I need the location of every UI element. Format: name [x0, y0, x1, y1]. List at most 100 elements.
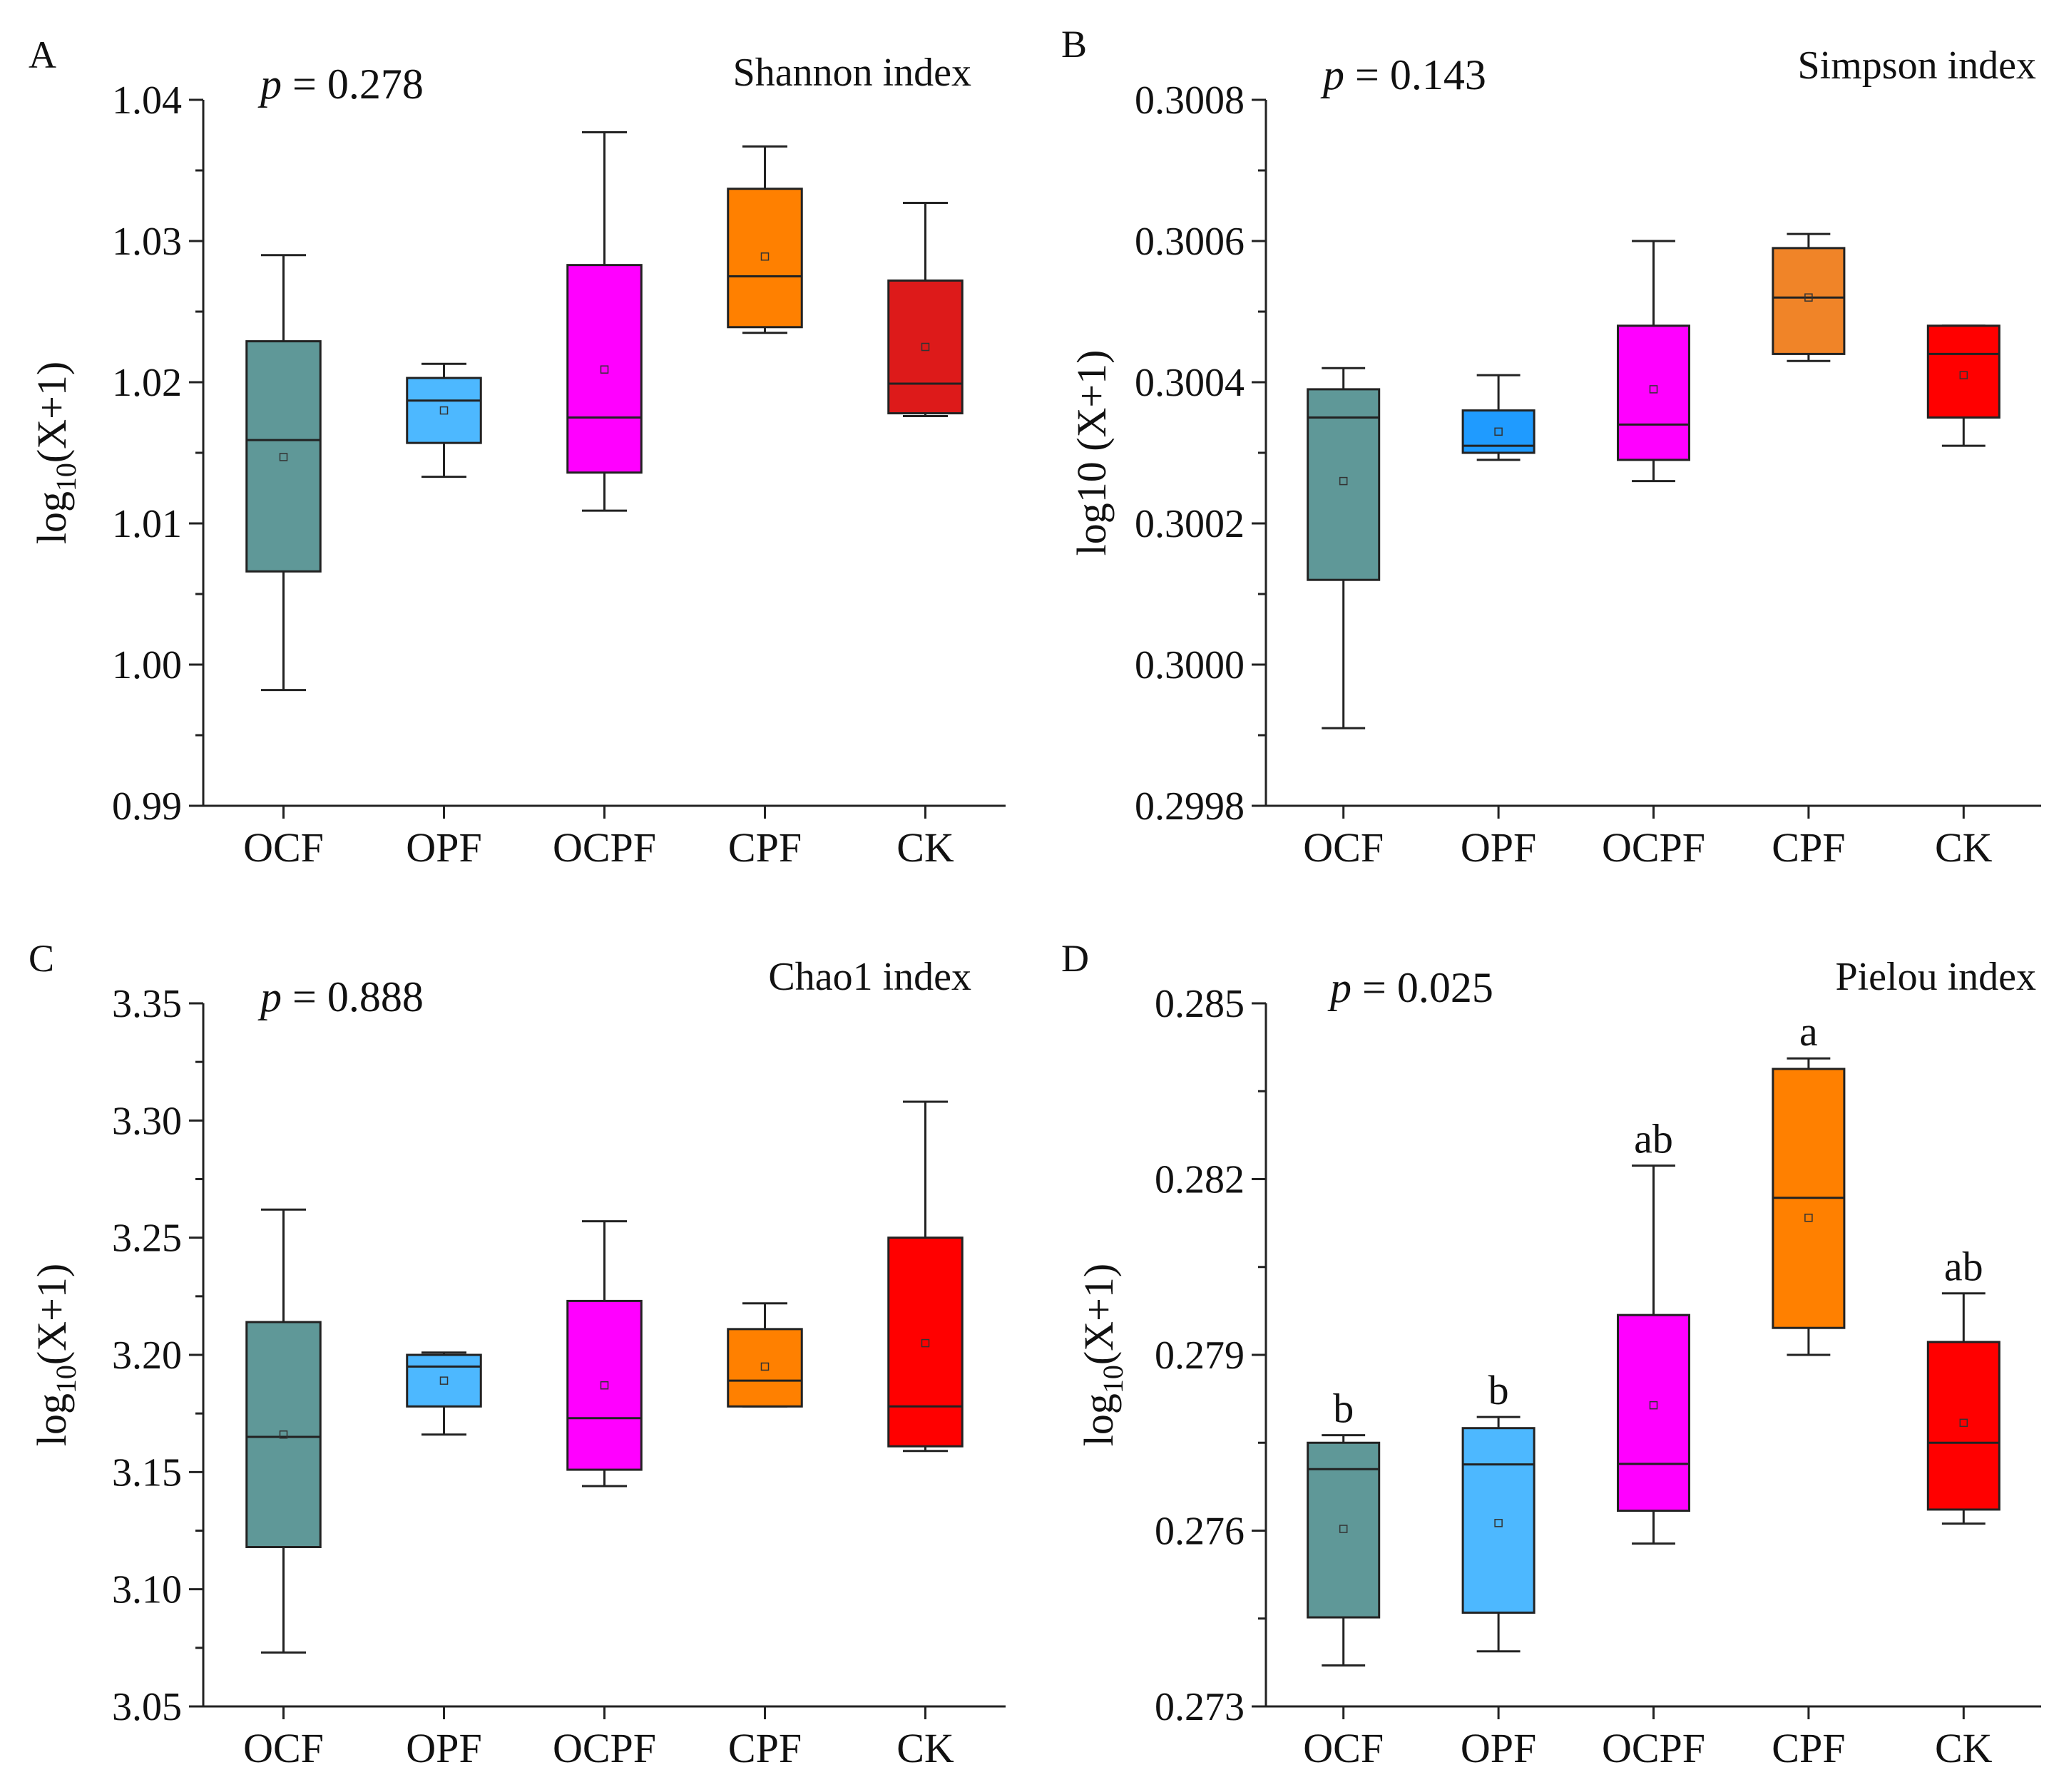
panel-b-y-tick-label: 0.3002 [1135, 502, 1245, 546]
panel-a-x-tick-label: CK [896, 824, 954, 871]
panel-d-ocf-mean-marker [1339, 1525, 1348, 1533]
panel-a-opf-box [406, 377, 482, 444]
panel-a-p-value: p = 0.278 [257, 61, 424, 108]
panel-b-y-tick-label: 0.3004 [1135, 361, 1245, 405]
panel-b-x-tick-label: CK [1935, 824, 1993, 871]
panel-c-y-axis-label-main: log [29, 1393, 75, 1446]
panel-c-y-tick-label: 3.05 [112, 1685, 182, 1729]
panel-d-ck-significance-letter: ab [1944, 1244, 1983, 1290]
panel-c-ck-mean-marker [921, 1338, 930, 1348]
panel-c-y-tick-label: 3.30 [112, 1099, 182, 1143]
panel-a-ocpf-box [566, 264, 643, 474]
panel-a-y-tick-label: 1.03 [112, 220, 182, 264]
panel-d-x-tick-label: CPF [1772, 1725, 1845, 1771]
panel-b-letter: B [1061, 23, 1087, 66]
panel-a-opf-mean-marker [439, 406, 449, 415]
panel-a-index-title: Shannon index [733, 51, 971, 95]
panel-b-y-axis-label-main: log10 (X+1) [1068, 350, 1115, 556]
panel-c-x-tick-label: CK [896, 1725, 954, 1771]
panel-d-y-axis-label-tail: (X+1) [1075, 1264, 1122, 1365]
panel-d-ocf-significance-letter: b [1333, 1386, 1354, 1432]
panel-d-y-axis-label: log10(X+1) [1075, 1264, 1129, 1446]
panel-c-index-title: Chao1 index [768, 955, 971, 999]
panel-a-y-tick-label: 1.04 [112, 78, 182, 123]
panel-d-y-tick-label: 0.279 [1155, 1333, 1245, 1378]
panel-d-opf-mean-marker [1494, 1519, 1503, 1527]
panel-a-x-tick-label: CPF [728, 824, 802, 871]
panel-d-cpf-mean-marker [1804, 1213, 1813, 1222]
panel-d-y-tick-label: 0.282 [1155, 1158, 1245, 1202]
panel-a-p-symbol: p [257, 61, 282, 108]
panel-d-ck-mean-marker [1959, 1418, 1968, 1428]
panel-b-p-value: p = 0.143 [1320, 51, 1486, 98]
panel-d-ocf-box [1307, 1441, 1381, 1619]
panel-d-ocpf-significance-letter: ab [1634, 1116, 1673, 1162]
panel-b-p-text: = 0.143 [1344, 51, 1486, 98]
panel-a-cpf-box [727, 188, 803, 329]
panel-c-y-axis-label-tail: (X+1) [29, 1264, 75, 1365]
panel-d-p-value: p = 0.025 [1327, 964, 1493, 1011]
panel-c-ocf-box [245, 1321, 322, 1549]
panel-c-y-axis-label-subscript: 10 [50, 1365, 82, 1393]
panel-a-ocpf-mean-marker [600, 365, 609, 374]
panel-c-ck-box [887, 1237, 964, 1448]
panel-a-ocf-mean-marker [279, 453, 288, 461]
panel-b-opf-mean-marker [1494, 427, 1503, 436]
panel-c-y-tick-label: 3.15 [112, 1450, 182, 1495]
panel-a-ocf-box [245, 340, 322, 573]
panel-a-x-tick-label: OPF [406, 824, 481, 871]
panel-d-ck-box [1926, 1341, 2001, 1511]
panel-b-x-tick-label: OCF [1303, 824, 1384, 871]
panel-b-y-tick-label: 0.2998 [1135, 784, 1245, 829]
panel-c-p-text: = 0.888 [282, 973, 424, 1020]
panel-d-y-tick-label: 0.276 [1155, 1510, 1245, 1554]
panel-a-ck-box [887, 279, 964, 415]
panel-d-index-title: Pielou index [1835, 955, 2036, 999]
panel-c-p-value: p = 0.888 [257, 973, 424, 1020]
panel-c-p-symbol: p [257, 973, 282, 1020]
panel-d-y-axis-label-subscript: 10 [1097, 1365, 1129, 1393]
panel-a-letter: A [29, 34, 56, 76]
panel-d-y-axis-label-main: log [1075, 1393, 1122, 1446]
panel-c-ocpf-box [566, 1299, 643, 1471]
panel-c-y-tick-label: 3.20 [112, 1333, 182, 1378]
panel-d-p-text: = 0.025 [1351, 964, 1493, 1011]
panel-b-y-axis-label: log10 (X+1) [1068, 350, 1115, 556]
panel-c-x-tick-label: OCF [243, 1725, 324, 1771]
panel-d-y-tick-label: 0.285 [1155, 982, 1245, 1026]
panel-a-y-tick-label: 1.01 [112, 502, 182, 546]
panel-b-y-tick-label: 0.3006 [1135, 220, 1245, 264]
panel-a-y-tick-label: 1.00 [112, 643, 182, 687]
panel-b-x-tick-label: OPF [1461, 824, 1536, 871]
panel-d-ocpf-box [1616, 1314, 1691, 1512]
panel-a-y-axis-label-main: log [29, 491, 75, 544]
panel-d-x-tick-label: CK [1935, 1725, 1993, 1771]
panel-c-y-tick-label: 3.10 [112, 1568, 182, 1612]
panel-a-x-tick-label: OCPF [553, 824, 656, 871]
panel-a-x-tick-label: OCF [243, 824, 324, 871]
panel-a-y-tick-label: 1.02 [112, 361, 182, 405]
panel-b-y-tick-label: 0.3008 [1135, 78, 1245, 123]
panel-d-x-tick-label: OCF [1303, 1725, 1384, 1771]
panel-c-y-tick-label: 3.35 [112, 982, 182, 1026]
panel-a-ck-mean-marker [921, 342, 930, 352]
panel-c-cpf-box [727, 1328, 803, 1408]
panel-c-opf-box [406, 1353, 482, 1408]
panel-a-y-axis-label-subscript: 10 [50, 463, 82, 491]
panel-d-cpf-significance-letter: a [1799, 1008, 1818, 1055]
panel-c-y-tick-label: 3.25 [112, 1217, 182, 1261]
panel-d-opf-significance-letter: b [1488, 1367, 1509, 1413]
panel-b-y-tick-label: 0.3000 [1135, 643, 1245, 687]
panel-a-cpf-mean-marker [760, 252, 770, 261]
panel-c-x-tick-label: OCPF [553, 1725, 656, 1771]
panel-b-index-title: Simpson index [1798, 43, 2036, 88]
panel-b-ck-mean-marker [1959, 371, 1968, 379]
panel-d-y-tick-label: 0.273 [1155, 1685, 1245, 1729]
panel-c-letter: C [29, 937, 54, 980]
panel-b-x-tick-label: CPF [1772, 824, 1845, 871]
panel-d-p-symbol: p [1327, 964, 1351, 1011]
panel-b-x-tick-label: OCPF [1602, 824, 1705, 871]
panel-d-opf-box [1461, 1427, 1536, 1614]
panel-c-cpf-mean-marker [760, 1362, 770, 1371]
